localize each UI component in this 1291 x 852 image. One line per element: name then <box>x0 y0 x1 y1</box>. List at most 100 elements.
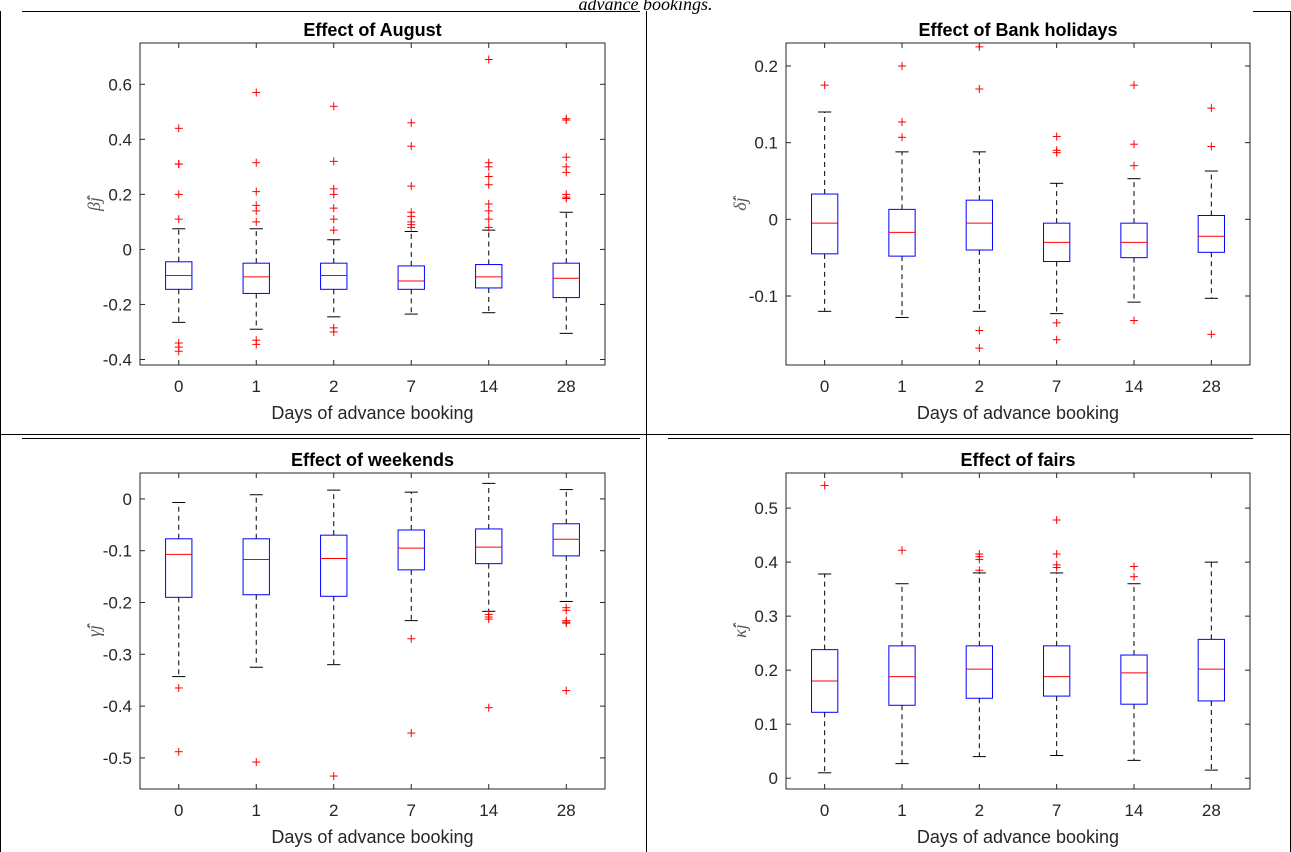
outlier-marker <box>484 180 493 189</box>
outlier-marker <box>484 223 493 232</box>
x-axis-label: Days of advance booking <box>917 403 1119 423</box>
box-iqr <box>1120 222 1148 259</box>
box-iqr <box>320 534 348 597</box>
x-tick-label: 14 <box>1125 377 1144 396</box>
plot-area-frame <box>785 42 1251 366</box>
box-14 <box>475 482 503 712</box>
outlier-marker <box>484 703 493 712</box>
box-1 <box>242 494 270 767</box>
outlier-marker <box>975 326 984 335</box>
outlier-marker <box>975 344 984 353</box>
chart-title: Effect of weekends <box>291 450 454 470</box>
outlier-marker <box>1052 335 1061 344</box>
outlier-marker <box>1052 563 1061 572</box>
y-axis-label: κ̂j <box>730 622 750 638</box>
y-tick-label: -0.3 <box>103 645 132 664</box>
y-tick-label: 0 <box>769 769 778 788</box>
y-tick-label: -0.2 <box>103 594 132 613</box>
box-7 <box>1043 132 1071 344</box>
x-tick-label: 7 <box>407 801 416 820</box>
box-iqr <box>242 262 270 294</box>
outlier-marker <box>407 182 416 191</box>
outlier-marker <box>329 772 338 781</box>
y-tick-label: 0 <box>123 490 132 509</box>
outlier-marker <box>1130 562 1138 571</box>
box-7 <box>397 491 425 738</box>
x-tick-label: 28 <box>557 377 576 396</box>
outlier-marker <box>562 168 571 177</box>
outlier-marker <box>1052 515 1061 524</box>
outlier-marker <box>898 117 906 126</box>
outlier-marker <box>407 729 416 738</box>
x-axis-label: Days of advance booking <box>271 403 473 423</box>
box-iqr <box>320 262 348 290</box>
outlier-marker <box>252 758 261 767</box>
outlier-marker <box>174 190 183 199</box>
outlier-marker <box>1130 140 1138 149</box>
box-2 <box>965 550 993 758</box>
y-tick-label: 0.6 <box>108 75 132 94</box>
box-14 <box>1120 562 1148 761</box>
x-axis-label: Days of advance booking <box>271 827 473 847</box>
outlier-marker <box>562 686 571 695</box>
box-28 <box>552 114 580 334</box>
outlier-marker <box>252 206 261 215</box>
box-iqr <box>1043 645 1071 697</box>
outlier-marker <box>562 153 571 162</box>
box-iqr <box>242 538 270 596</box>
outlier-marker <box>484 55 493 64</box>
y-tick-label: -0.1 <box>749 287 778 306</box>
y-tick-label: -0.1 <box>103 542 132 561</box>
outlier-marker <box>484 206 493 215</box>
outlier-marker <box>484 200 493 208</box>
outlier-marker <box>484 215 493 224</box>
chart-bank-holidays: Effect of Bank holidays -0.1 0 0.1 0.2 0 1 2 7 14… <box>730 20 1251 423</box>
chart-title: Effect of Bank holidays <box>918 20 1117 40</box>
y-tick-label: 0.4 <box>754 553 778 572</box>
outlier-marker <box>174 747 183 756</box>
x-tick-label: 28 <box>557 801 576 820</box>
y-tick-label: 0.1 <box>754 715 778 734</box>
x-tick-label: 1 <box>252 801 261 820</box>
outlier-marker <box>1130 161 1138 170</box>
box-7 <box>397 118 425 315</box>
outlier-marker <box>174 160 183 169</box>
box-iqr <box>1197 638 1225 702</box>
x-tick-label: 1 <box>252 377 261 396</box>
figure-caption: advance bookings. <box>578 0 713 14</box>
outlier-marker <box>1130 316 1138 325</box>
x-tick-label: 28 <box>1202 801 1221 820</box>
y-axis-label: γ̂j <box>84 623 104 637</box>
box-iqr <box>165 538 193 598</box>
outlier-marker <box>329 215 338 224</box>
box-0 <box>811 81 839 312</box>
box-iqr <box>552 523 580 557</box>
y-axis-label: β̂j <box>84 195 104 212</box>
y-tick-label: -0.4 <box>103 697 132 716</box>
outlier-marker <box>174 683 183 692</box>
box-28 <box>552 489 580 695</box>
y-tick-label: 0.2 <box>108 185 132 204</box>
box-iqr <box>965 645 993 699</box>
y-tick-label: 0.4 <box>108 130 132 149</box>
y-tick-label: 0.2 <box>754 661 778 680</box>
x-tick-label: 2 <box>975 801 984 820</box>
box-iqr <box>888 645 916 706</box>
box-28 <box>1197 104 1225 339</box>
box-7 <box>1043 515 1071 757</box>
outlier-marker <box>407 142 416 151</box>
y-tick-label: -0.2 <box>103 295 132 314</box>
y-tick-label: 0 <box>769 210 778 229</box>
y-tick-label: 0.3 <box>754 607 778 626</box>
outlier-marker <box>407 118 416 127</box>
x-tick-label: 2 <box>329 377 338 396</box>
x-tick-label: 1 <box>897 377 906 396</box>
outlier-marker <box>820 81 829 90</box>
outlier-marker <box>484 615 493 624</box>
box-2 <box>320 489 348 781</box>
x-tick-label: 7 <box>1052 801 1061 820</box>
y-tick-label: 0.5 <box>754 499 778 518</box>
box-iqr <box>1197 215 1225 253</box>
box-14 <box>1120 81 1148 325</box>
